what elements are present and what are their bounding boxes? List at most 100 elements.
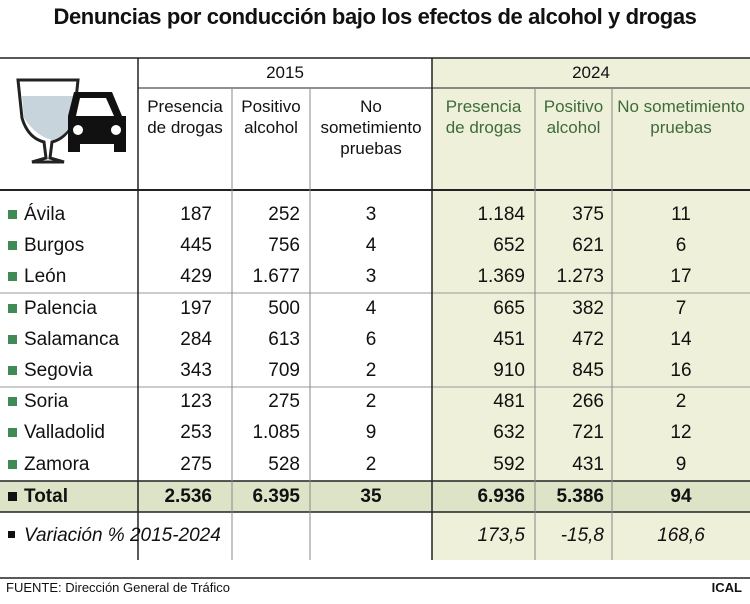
cell-value: 528 — [268, 453, 300, 475]
cell-value: 1.677 — [252, 266, 300, 288]
cell-value: 472 — [572, 328, 604, 350]
bullet — [8, 334, 17, 344]
total-band — [0, 481, 750, 512]
cell-value: 197 — [180, 297, 212, 319]
cell-value: 1.184 — [477, 204, 525, 225]
variation-value: 173,5 — [477, 525, 525, 546]
row-label: Segovia — [24, 360, 93, 381]
cell-value: 721 — [572, 422, 604, 444]
highlight-2024 — [432, 58, 750, 560]
cell-value: 7 — [675, 297, 687, 319]
cell-value: 343 — [180, 360, 212, 381]
cell-value: 1.369 — [477, 266, 525, 288]
cell-value: 187 — [180, 204, 212, 225]
cell-value: 9 — [675, 453, 687, 475]
row-label: Ávila — [24, 204, 66, 225]
cell-value: 2 — [365, 453, 377, 475]
cell-value: 481 — [493, 391, 525, 413]
total-value: 6.395 — [252, 486, 300, 507]
cell-value: 4 — [365, 297, 377, 319]
column-header: Presencia de drogas — [445, 97, 522, 137]
bullet — [8, 272, 17, 282]
row-label: Soria — [24, 391, 69, 413]
bullet — [8, 397, 17, 407]
cell-value: 592 — [493, 453, 525, 475]
title: Denuncias por conducción bajo los efecto… — [53, 4, 697, 29]
cell-value: 500 — [268, 297, 300, 319]
total-label: Total — [24, 486, 68, 507]
bullet — [8, 210, 17, 219]
bullet — [8, 428, 17, 438]
cell-value: 431 — [572, 453, 604, 475]
column-header: Presencia de drogas — [147, 97, 223, 137]
column-header: No sometimiento pruebas — [617, 97, 745, 137]
cell-value: 17 — [670, 266, 692, 288]
cell-value: 9 — [365, 422, 377, 444]
cell-value: 613 — [268, 328, 300, 350]
row-label: Burgos — [24, 235, 85, 257]
cell-value: 652 — [493, 235, 525, 257]
year-header: 2015 — [266, 63, 304, 82]
column-header: Positivo alcohol — [543, 97, 604, 137]
cell-value: 266 — [572, 391, 604, 413]
row-label: Zamora — [24, 453, 90, 475]
variation-label: Variación % 2015-2024 — [24, 525, 221, 546]
cell-value: 382 — [572, 297, 604, 319]
cell-value: 3 — [365, 266, 377, 288]
bullet — [8, 492, 17, 501]
variation-value: -15,8 — [560, 525, 604, 546]
cell-value: 4 — [365, 235, 377, 257]
cell-value: 1.273 — [556, 266, 604, 288]
cell-value: 621 — [572, 235, 604, 257]
cell-value: 284 — [180, 328, 212, 350]
cell-value: 16 — [670, 360, 692, 381]
cell-value: 275 — [268, 391, 300, 413]
bullet — [8, 459, 17, 469]
cell-value: 2 — [675, 391, 687, 413]
cell-value: 12 — [670, 422, 692, 444]
cell-value: 2 — [365, 391, 377, 413]
row-label: Salamanca — [24, 328, 120, 350]
cell-value: 665 — [493, 297, 525, 319]
cell-value: 1.085 — [252, 422, 300, 444]
cell-value: 429 — [180, 266, 212, 288]
cell-value: 123 — [180, 391, 212, 413]
cell-value: 451 — [493, 328, 525, 350]
row-label: Palencia — [24, 297, 97, 319]
cell-value: 632 — [493, 422, 525, 444]
bullet — [8, 241, 17, 251]
cell-value: 14 — [670, 328, 692, 350]
total-value: 35 — [360, 486, 382, 507]
cell-value: 709 — [268, 360, 300, 381]
cell-value: 6 — [365, 328, 377, 350]
cell-value: 6 — [675, 235, 687, 257]
icon — [16, 78, 126, 164]
source: FUENTE: Dirección General de Tráfico — [6, 580, 230, 595]
cell-value: 910 — [493, 360, 525, 381]
cell-value: 375 — [572, 204, 604, 225]
cell-value: 445 — [180, 235, 212, 257]
total-value: 5.386 — [556, 486, 604, 507]
bullet — [8, 303, 17, 313]
bullet — [8, 531, 15, 538]
cell-value: 252 — [268, 204, 300, 225]
cell-value: 3 — [365, 204, 377, 225]
year-header: 2024 — [572, 63, 610, 82]
column-header: No sometimiento pruebas — [320, 97, 422, 158]
row-label: León — [24, 266, 67, 288]
column-header: Positivo alcohol — [241, 97, 301, 137]
cell-value: 275 — [180, 453, 212, 475]
cell-value: 756 — [268, 235, 300, 257]
total-value: 94 — [670, 486, 692, 507]
total-value: 2.536 — [164, 486, 212, 507]
cell-value: 253 — [180, 422, 212, 444]
cell-value: 2 — [365, 360, 377, 381]
cell-value: 845 — [572, 360, 604, 381]
bullet — [8, 366, 17, 375]
total-value: 6.936 — [477, 486, 525, 507]
brand: ICAL — [711, 580, 742, 595]
row-label: Valladolid — [24, 422, 105, 444]
variation-value: 168,6 — [657, 525, 705, 546]
